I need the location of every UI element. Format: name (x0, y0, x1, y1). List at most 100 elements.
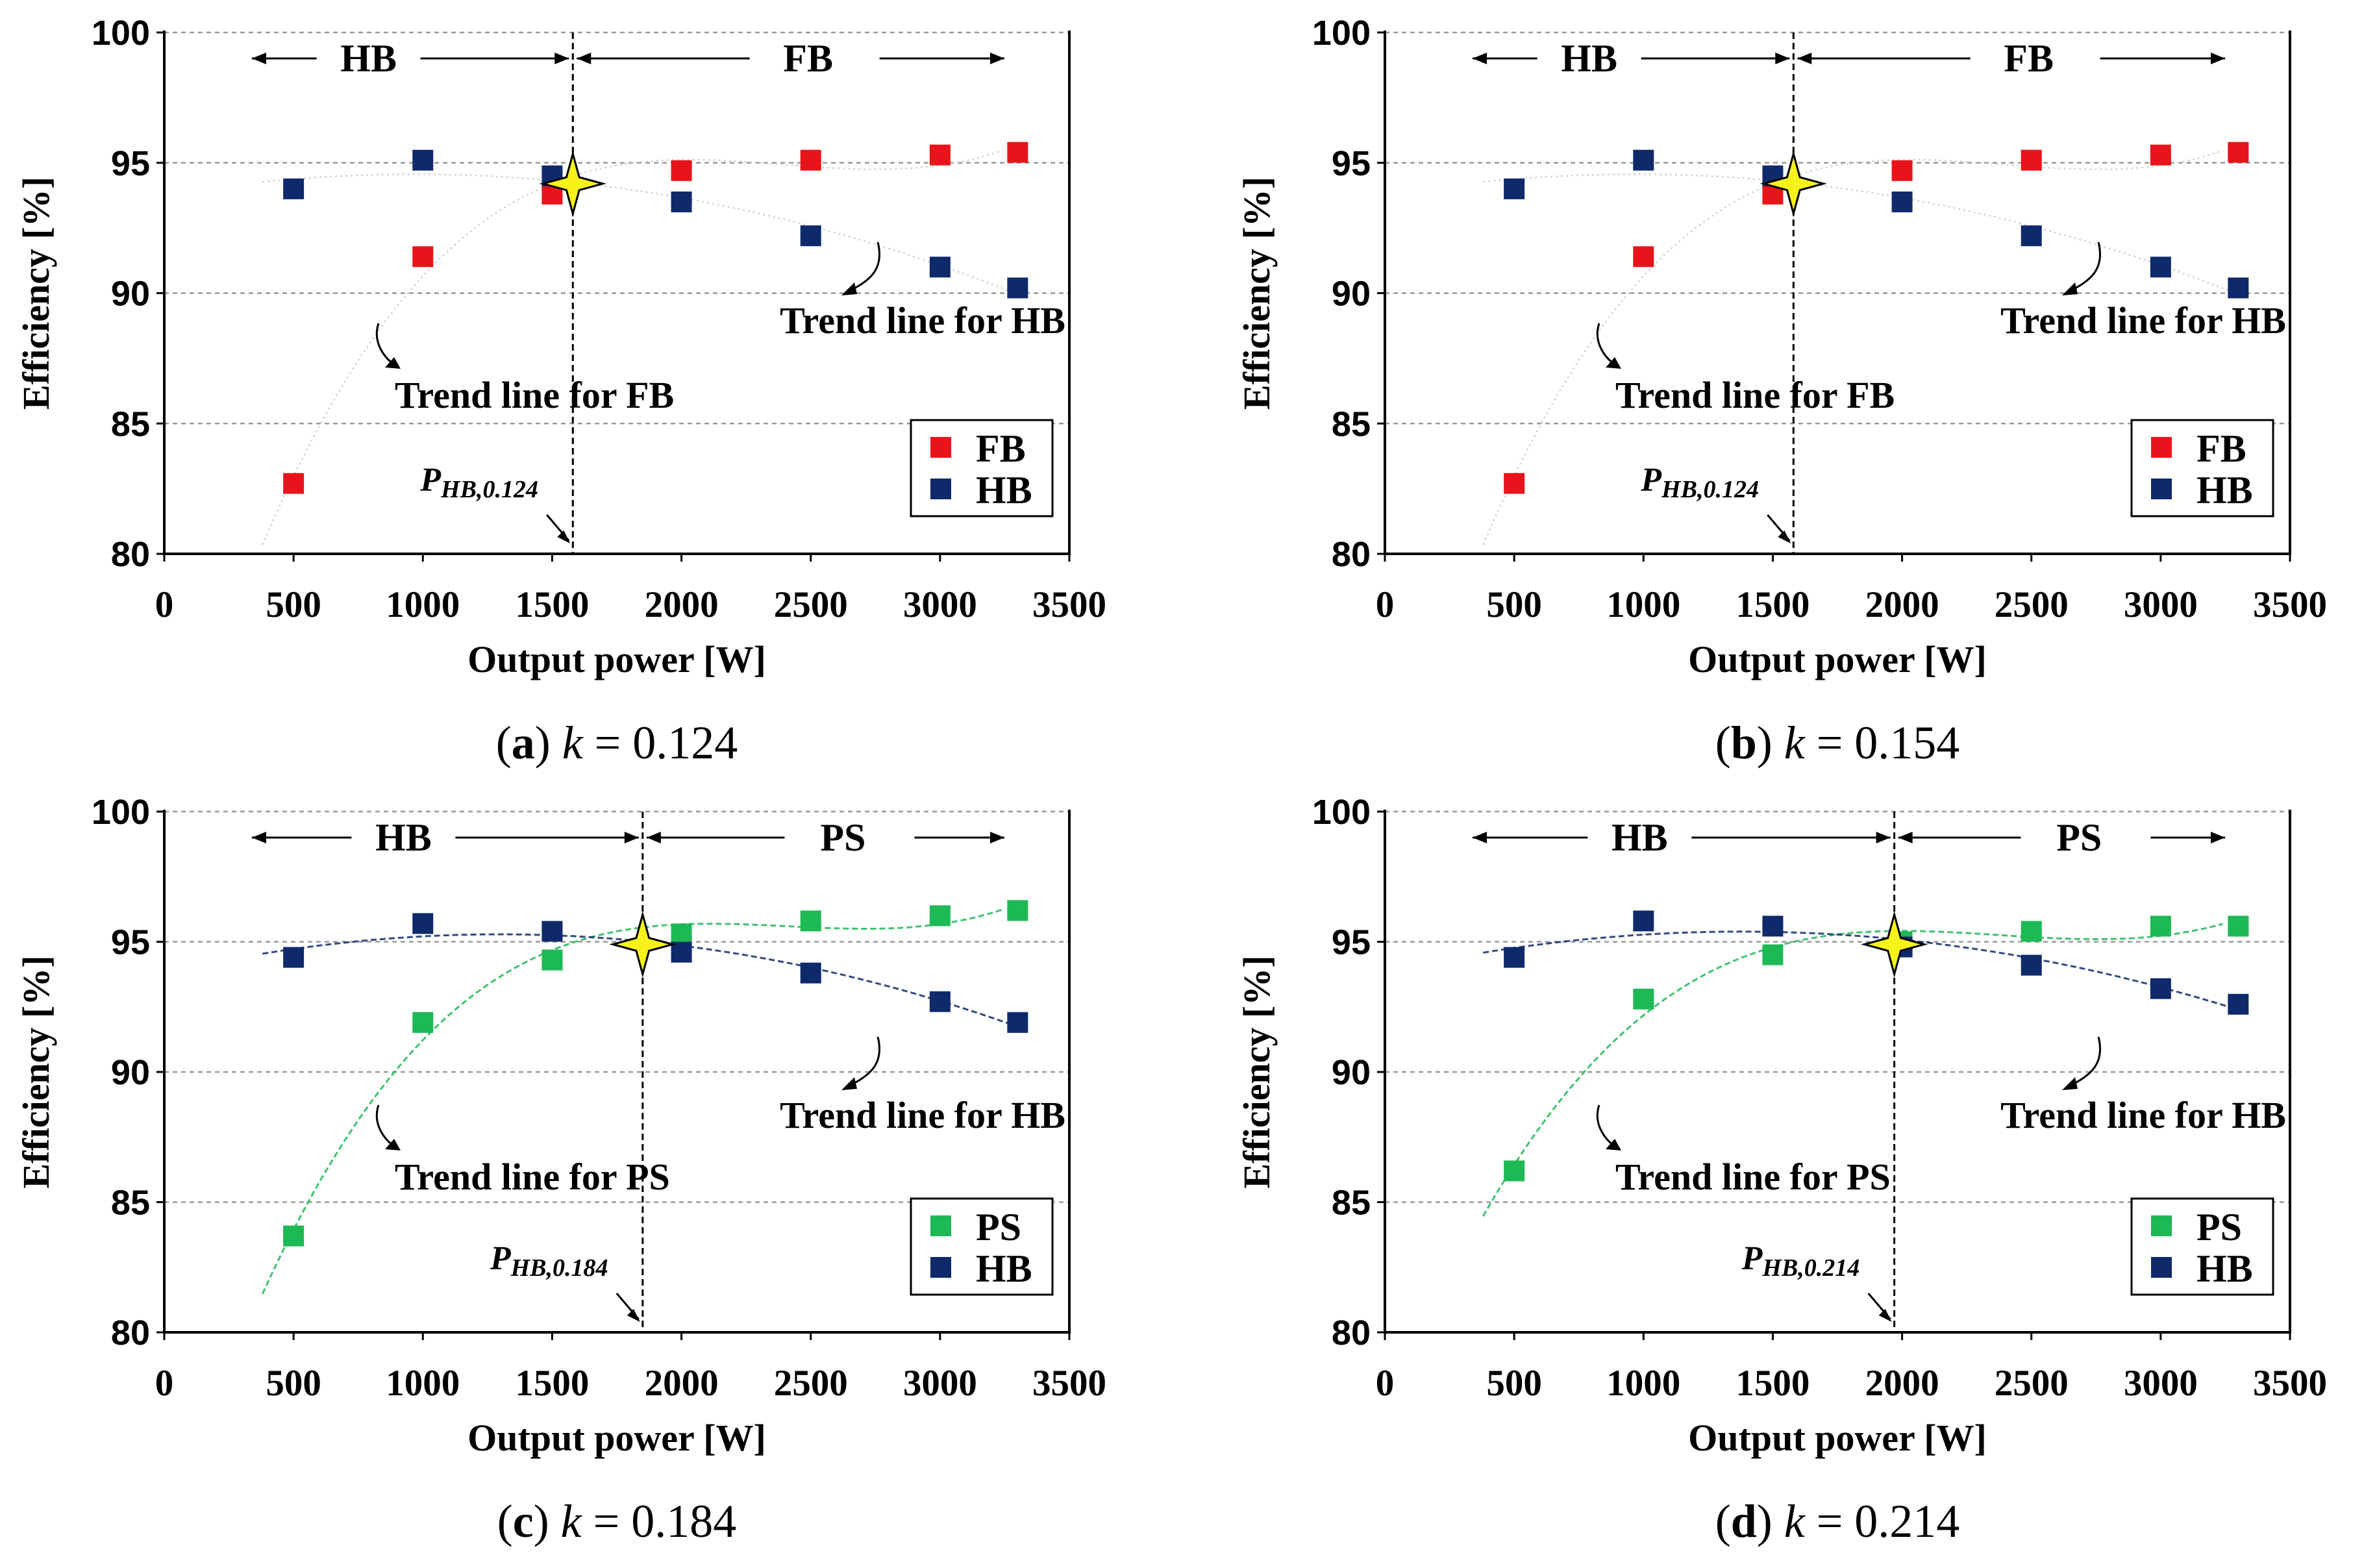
data-point-fb (412, 246, 434, 268)
x-tick-label: 1500 (1736, 1363, 1810, 1404)
trend-hb-annotation: Trend line for HB (2000, 1094, 2286, 1136)
data-point-fb (2150, 144, 2171, 166)
region-right-label: PS (820, 816, 865, 859)
data-point-ps (671, 923, 692, 945)
trend-hb-arrow (2065, 1036, 2102, 1089)
data-point-fb (671, 160, 692, 181)
legend-label: HB (976, 1247, 1032, 1290)
data-point-hb (283, 947, 305, 968)
x-axis-title: Output power [W] (467, 638, 766, 680)
data-point-hb (541, 921, 563, 942)
crossover-star (609, 910, 677, 978)
crossover-power-base: P (419, 462, 442, 499)
y-tick-label: 95 (1332, 144, 1371, 183)
x-tick-label: 1500 (515, 1363, 589, 1404)
x-axis-title: Output power [W] (1688, 1417, 1987, 1459)
x-tick-label: 0 (155, 1363, 174, 1404)
region-right-label: FB (783, 37, 833, 80)
crossover-power-sub: HB,0.184 (510, 1254, 608, 1282)
caption-label: ( (496, 717, 512, 769)
legend-swatch (930, 1257, 951, 1278)
data-point-ps (1504, 1160, 1525, 1182)
x-tick-label: 2500 (774, 1363, 848, 1404)
trend-hb-arrowhead (841, 282, 857, 295)
trend-hb-arrow (845, 1036, 881, 1089)
legend-label: PS (976, 1206, 1021, 1249)
data-point-hb (929, 256, 951, 278)
region-arrowhead (252, 832, 266, 843)
legend-box (910, 1197, 1054, 1296)
data-point-ps (412, 1012, 434, 1033)
x-tick-label: 2000 (1865, 584, 1939, 625)
trend-left-annotation: Trend line for PS (395, 1156, 670, 1198)
x-tick-label: 3000 (903, 1363, 977, 1404)
y-tick-label: 80 (111, 535, 150, 574)
trend-hb-annotation: Trend line for HB (780, 1094, 1065, 1136)
caption-label: ( (497, 1495, 513, 1547)
caption-value: = 0.214 (1805, 1495, 1960, 1547)
y-tick-label: 100 (92, 793, 150, 832)
region-arrowhead (1876, 832, 1891, 843)
region-arrowhead (1797, 53, 1812, 64)
trend-line-hb (1483, 930, 2239, 1011)
legend-label: HB (976, 469, 1032, 512)
x-axis-title: Output power [W] (1688, 638, 1987, 680)
data-point-fb (1007, 142, 1028, 163)
y-tick-label: 90 (111, 1053, 150, 1092)
x-tick-label: 2000 (1865, 1363, 1939, 1404)
region-arrowhead (577, 53, 591, 64)
trend-line-fb (262, 149, 1002, 545)
data-point-fb (1504, 473, 1525, 494)
data-point-hb (800, 225, 821, 247)
trend-left-arrowhead (1606, 1139, 1621, 1151)
x-tick-label: 2500 (1995, 1363, 2069, 1404)
region-arrowhead (990, 53, 1004, 64)
caption-value: = 0.184 (582, 1495, 737, 1547)
region-left-label: HB (1561, 37, 1617, 80)
data-point-fb (800, 149, 821, 171)
y-tick-label: 80 (111, 1313, 150, 1352)
legend-swatch (930, 479, 951, 499)
data-point-ps (1007, 900, 1028, 921)
data-point-fb (283, 473, 305, 494)
data-point-ps (283, 1225, 305, 1247)
y-tick-label: 95 (111, 923, 150, 962)
trend-hb-annotation: Trend line for HB (2000, 299, 2286, 342)
data-point-hb (1504, 947, 1525, 968)
y-axis-title: Efficiency [%] (15, 177, 57, 410)
region-arrowhead (1898, 832, 1913, 843)
x-tick-label: 1000 (386, 1363, 460, 1404)
x-tick-label: 0 (1376, 1363, 1395, 1404)
trend-left-annotation: Trend line for FB (1615, 374, 1895, 416)
data-point-ps (929, 905, 951, 927)
trend-left-annotation: Trend line for FB (395, 374, 674, 416)
caption-label: ( (1715, 1495, 1731, 1547)
y-tick-label: 100 (92, 14, 150, 53)
x-axis-title: Output power [W] (467, 1417, 766, 1459)
legend-label: FB (2196, 427, 2246, 470)
data-point-hb (412, 149, 434, 171)
data-point-hb (1633, 149, 1654, 171)
crossover-power-label: PHB,0.214 (1741, 1240, 1860, 1282)
trend-hb-arrowhead (2062, 282, 2078, 295)
panel-caption: (b) k = 0.154 (1715, 717, 1960, 769)
crossover-power-sub: HB,0.214 (1761, 1254, 1860, 1282)
region-left-label: HB (1611, 816, 1668, 859)
x-tick-label: 1000 (386, 584, 460, 625)
data-point-hb (1891, 191, 1913, 212)
trend-hb-arrow (845, 242, 881, 294)
region-right-label: FB (2004, 37, 2054, 80)
crossover-power-arrowhead (1878, 1309, 1892, 1322)
data-point-fb (929, 144, 951, 166)
data-point-hb (2228, 277, 2249, 299)
y-tick-label: 95 (1332, 923, 1371, 962)
y-tick-label: 80 (1332, 1313, 1371, 1352)
legend-box (2130, 419, 2274, 517)
crossover-power-label: PHB,0.184 (490, 1240, 608, 1282)
y-tick-label: 85 (111, 404, 150, 443)
caption-var: k (1784, 1495, 1806, 1547)
